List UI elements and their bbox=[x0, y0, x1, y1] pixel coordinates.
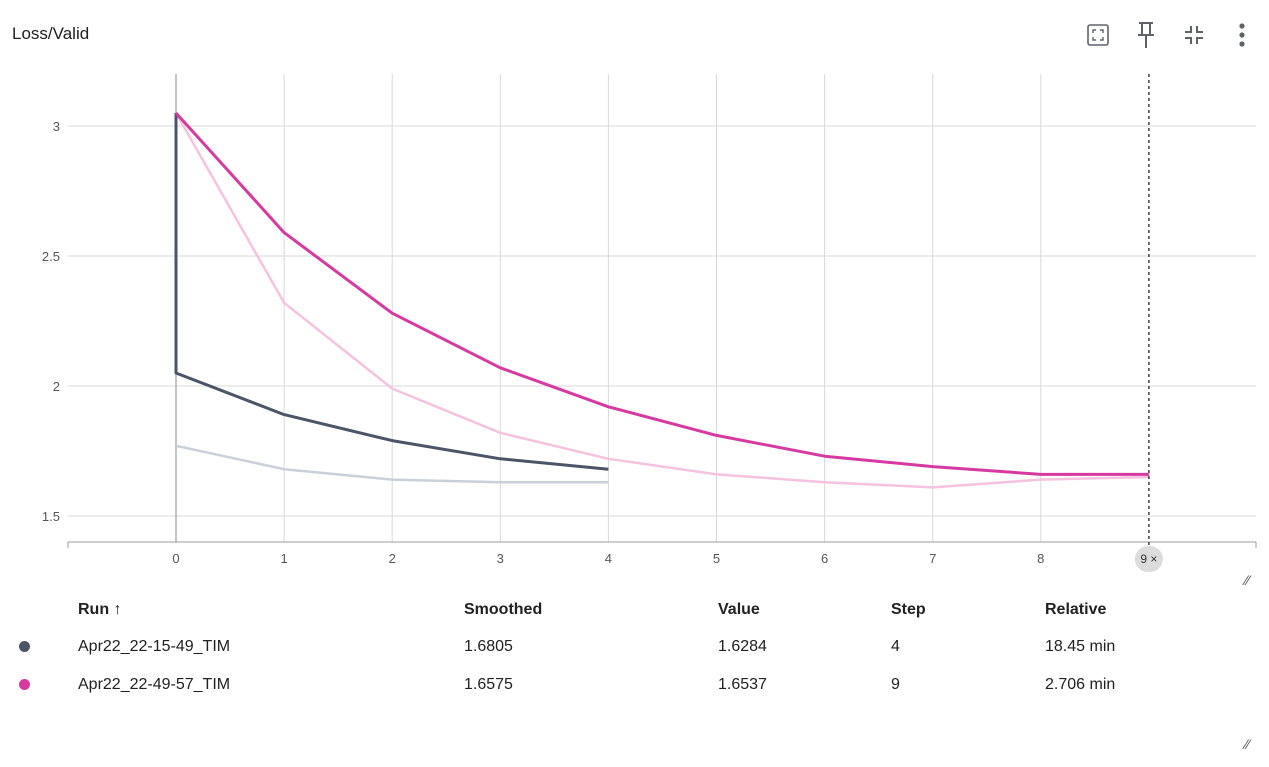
relative-time: 2.706 min bbox=[1045, 676, 1116, 693]
series-smoothed-line-1 bbox=[174, 111, 1149, 476]
smoothed-value: 1.6805 bbox=[464, 638, 513, 655]
run-name: Apr22_22-49-57_TIM bbox=[78, 676, 231, 693]
relative-column-header[interactable]: Relative bbox=[1045, 601, 1107, 618]
pin-icon bbox=[1138, 22, 1154, 48]
y-tick-label: 2 bbox=[53, 379, 60, 394]
run-column-header[interactable]: Run ↑ bbox=[78, 601, 122, 618]
smoothed-value: 1.6575 bbox=[464, 676, 513, 693]
hover-step-badge[interactable] bbox=[1134, 546, 1163, 572]
value-column-header[interactable]: Value bbox=[718, 601, 760, 618]
raw-value: 1.6537 bbox=[718, 676, 767, 693]
pin-button[interactable] bbox=[1129, 18, 1163, 52]
run-name: Apr22_22-15-49_TIM bbox=[78, 638, 231, 655]
table-header-row: Run ↑ Smoothed Value Step Relative bbox=[0, 592, 1245, 628]
x-tick-label: 7 bbox=[929, 551, 936, 566]
runs-table: Run ↑ Smoothed Value Step Relative Apr22… bbox=[0, 592, 1245, 704]
series-smoothed-line-0 bbox=[174, 113, 609, 471]
fit-domain-icon bbox=[1087, 24, 1109, 46]
more-options-button[interactable] bbox=[1225, 18, 1259, 52]
step-value: 9 bbox=[891, 676, 900, 693]
hover-step-label: 9 × bbox=[1140, 552, 1157, 566]
run-color-dot bbox=[19, 679, 30, 691]
run-color-dot bbox=[19, 641, 30, 653]
x-tick-label: 8 bbox=[1037, 551, 1044, 566]
x-tick-label: 5 bbox=[713, 551, 720, 566]
x-tick-label: 6 bbox=[821, 551, 828, 566]
series-raw-line-0 bbox=[175, 444, 609, 484]
card-resize-handle[interactable]: ⁄⁄ bbox=[1245, 736, 1250, 752]
smoothed-column-header[interactable]: Smoothed bbox=[464, 601, 543, 618]
chart-resize-handle[interactable]: ⁄⁄ bbox=[1245, 572, 1250, 588]
chart-svg: 1.5 2 2.5 3 0 1 2 3 4 5 6 7 8 9 × bbox=[42, 74, 1257, 572]
chart-title: Loss/Valid bbox=[12, 24, 90, 43]
more-vert-icon bbox=[1239, 23, 1245, 47]
x-tick-label: 3 bbox=[497, 551, 504, 566]
y-tick-label: 1.5 bbox=[42, 509, 60, 524]
line-chart[interactable]: 1.5 2 2.5 3 0 1 2 3 4 5 6 7 8 9 × bbox=[0, 60, 1269, 590]
collapse-button[interactable] bbox=[1177, 18, 1211, 52]
relative-time: 18.45 min bbox=[1045, 638, 1116, 655]
x-tick-label: 2 bbox=[389, 551, 396, 566]
series-raw-line-1 bbox=[174, 112, 1149, 489]
y-tick-label: 3 bbox=[53, 119, 60, 134]
step-column-header[interactable]: Step bbox=[891, 601, 926, 618]
table-row: Apr22_22-15-49_TIM 1.6805 1.6284 4 18.45… bbox=[0, 628, 1245, 666]
x-tick-label: 4 bbox=[605, 551, 612, 566]
step-value: 4 bbox=[891, 638, 900, 655]
x-tick-label: 0 bbox=[172, 551, 179, 566]
fit-domain-button[interactable] bbox=[1081, 18, 1115, 52]
x-tick-label: 1 bbox=[280, 551, 287, 566]
raw-value: 1.6284 bbox=[718, 638, 767, 655]
y-tick-label: 2.5 bbox=[42, 249, 60, 264]
chart-toolbar bbox=[1081, 18, 1259, 52]
collapse-icon bbox=[1185, 26, 1203, 44]
table-row: Apr22_22-49-57_TIM 1.6575 1.6537 9 2.706… bbox=[0, 666, 1245, 704]
